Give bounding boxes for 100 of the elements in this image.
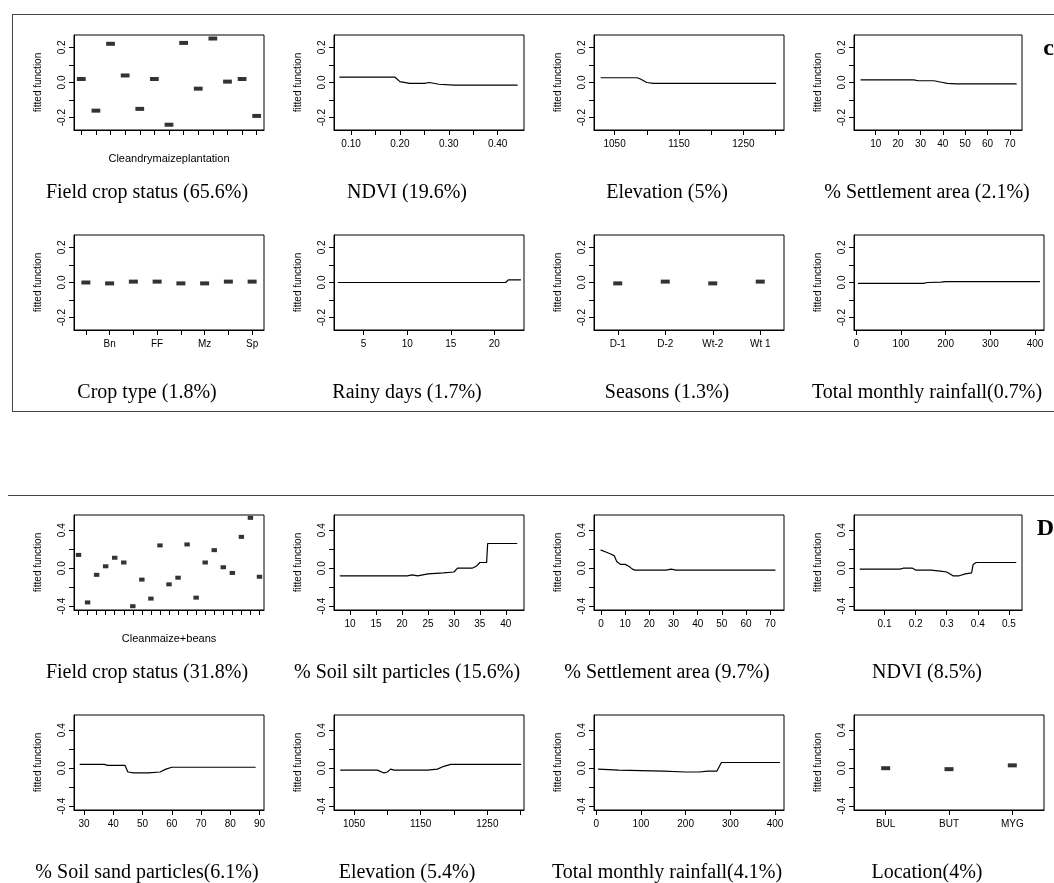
x-tick-label: 35: [474, 617, 486, 629]
text: Crop type (1.8%): [77, 380, 217, 403]
x-tick-label: 40: [692, 617, 704, 629]
y-tick-label: 0.4: [55, 722, 67, 738]
y-tick-label: -0.2: [55, 308, 67, 327]
x-tick-label: 400: [766, 817, 784, 829]
point: [166, 582, 172, 587]
x-tick-label: 80: [224, 817, 237, 829]
point: [211, 548, 217, 553]
x-tick-label: 60: [740, 617, 753, 629]
x-tick-label: 30: [78, 817, 90, 829]
point: [112, 555, 118, 560]
point: [102, 564, 109, 569]
y-tick-label: -0.4: [55, 597, 67, 615]
x-tick-label: BUT: [939, 817, 959, 829]
y-tick-label: 0.0: [315, 75, 327, 90]
x-tick-label: Wt 1: [749, 337, 771, 349]
y-tick-label: 0.4: [835, 722, 847, 738]
point: [247, 515, 254, 520]
x-tick-label: 0: [853, 337, 860, 349]
line-series: [339, 542, 518, 577]
text: % Settlement area (2.1%): [824, 180, 1030, 203]
x-tick-label: 20: [892, 137, 905, 149]
x-tick-label: 40: [107, 817, 120, 829]
x-tick-label: 10: [344, 617, 357, 629]
x-tick-label: Bn: [103, 337, 116, 349]
y-tick-label: 0.2: [55, 39, 67, 55]
text: Total monthly rainfall(4.1%): [551, 860, 783, 883]
x-tick-label: 20: [396, 617, 408, 629]
line-series: [339, 76, 518, 86]
point: [148, 596, 154, 601]
y-tick-label: 0.0: [315, 760, 327, 776]
x-tick-label: Wt-2: [702, 337, 724, 349]
x-tick-label: 10: [619, 617, 632, 629]
point: [130, 604, 136, 609]
y-axis-title: fitted function: [31, 52, 43, 113]
text: Elevation (5%): [606, 180, 728, 203]
x-tick-label: MYG: [1000, 817, 1024, 829]
point: [139, 577, 145, 582]
y-tick-label: 0.4: [575, 522, 587, 538]
y-tick-label: 0.0: [315, 560, 327, 576]
y-tick-label: 0.0: [575, 560, 587, 576]
text: Location(4%): [871, 860, 983, 883]
text: Field crop status (65.6%): [45, 180, 249, 203]
x-tick-label: 0.4: [970, 617, 986, 629]
text: c: [1043, 34, 1054, 60]
x-tick-label: 15: [370, 617, 383, 629]
y-axis-title: fitted function: [291, 52, 303, 113]
y-axis-title: fitted function: [811, 732, 823, 793]
x-tick-label: 1050: [603, 137, 627, 149]
y-tick-label: 0.4: [55, 522, 67, 538]
y-axis-title: fitted function: [551, 532, 563, 593]
x-tick-label: 1250: [476, 817, 499, 829]
y-tick-label: 0.2: [835, 39, 847, 55]
y-tick-label: -0.2: [835, 108, 847, 127]
y-tick-label: -0.4: [575, 797, 587, 815]
point: [238, 534, 245, 539]
x-tick-label: 100: [892, 337, 910, 349]
x-tick-label: BUL: [875, 817, 896, 829]
x-tick-label: 20: [643, 617, 656, 629]
y-tick-label: 0.0: [315, 275, 327, 290]
text: D: [1036, 514, 1054, 540]
line-series: [597, 761, 781, 773]
text: % Soil silt particles (15.6%): [293, 660, 521, 683]
x-tick-label: 70: [764, 617, 777, 629]
point: [202, 560, 208, 565]
y-tick-label: 0.0: [835, 560, 847, 576]
point: [175, 575, 181, 580]
x-tick-label: 1050: [342, 817, 366, 829]
x-tick-label: 90: [254, 817, 266, 829]
y-tick-label: 0.0: [575, 760, 587, 776]
y-tick-label: 0.0: [55, 75, 67, 90]
y-tick-label: -0.4: [55, 797, 67, 815]
y-tick-label: 0.2: [575, 39, 587, 55]
y-tick-label: -0.2: [575, 308, 587, 327]
x-tick-label: 300: [982, 337, 1000, 349]
y-tick-label: 0.4: [315, 722, 327, 738]
x-tick-label: D-2: [657, 337, 674, 349]
y-tick-label: -0.4: [835, 797, 847, 815]
x-tick-label: 0.40: [487, 137, 508, 149]
y-tick-label: -0.2: [55, 108, 67, 127]
y-tick-label: 0.0: [575, 75, 587, 90]
y-axis-title: fitted function: [811, 52, 823, 113]
y-axis-title: fitted function: [551, 52, 563, 113]
line-series: [79, 763, 256, 774]
y-axis-title: fitted function: [291, 252, 303, 313]
line-series: [340, 763, 522, 774]
x-tick-label: 200: [937, 337, 955, 349]
y-tick-label: 0.2: [315, 39, 327, 55]
text: Rainy days (1.7%): [332, 380, 482, 403]
y-axis-title: fitted function: [551, 732, 563, 793]
y-tick-label: -0.2: [575, 108, 587, 127]
x-axis-title: Cleanmaize+beans: [121, 631, 217, 644]
x-tick-label: 40: [500, 617, 512, 629]
x-tick-label: 50: [959, 137, 972, 149]
point: [121, 560, 127, 565]
y-axis-title: fitted function: [291, 732, 303, 793]
point: [256, 574, 263, 579]
point: [93, 572, 100, 577]
x-tick-label: 15: [445, 337, 457, 349]
